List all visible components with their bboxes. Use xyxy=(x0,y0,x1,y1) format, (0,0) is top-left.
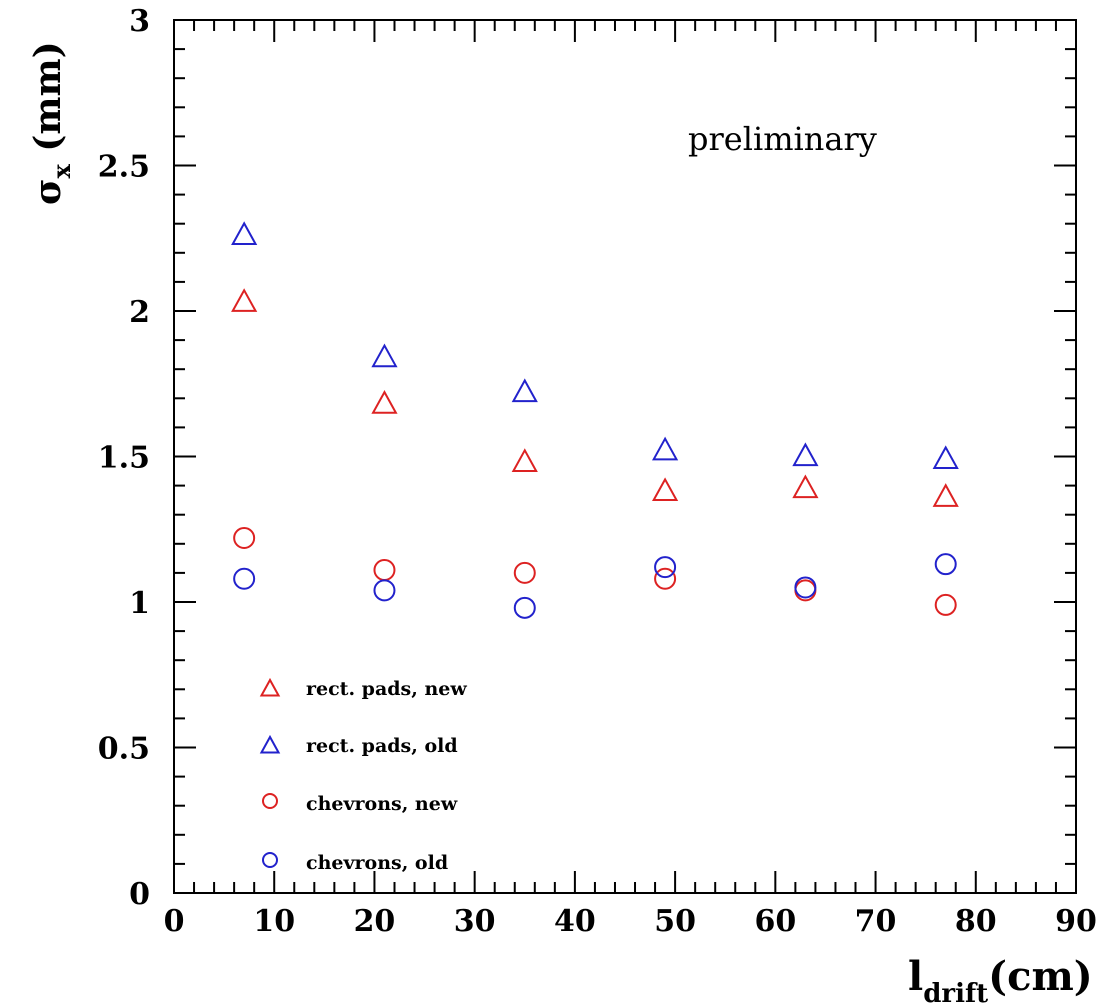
y-axis-title-main: σ xyxy=(27,178,69,205)
legend-label: rect. pads, new xyxy=(306,678,467,700)
y-tick-label: 1 xyxy=(129,586,150,621)
y-tick-label: 2.5 xyxy=(98,150,150,185)
triangle-marker-1 xyxy=(651,436,679,461)
triangle-marker-1 xyxy=(511,378,538,403)
triangle-marker-0 xyxy=(511,448,538,472)
y-axis-title: σx (mm) xyxy=(27,41,76,205)
circle-marker-2 xyxy=(513,561,536,584)
y-tick-label: 0 xyxy=(129,877,150,912)
triangle-marker-0 xyxy=(932,483,959,507)
legend-label: rect. pads, old xyxy=(306,735,458,757)
axis-ticks xyxy=(173,19,1077,894)
x-tick-label: 60 xyxy=(754,904,796,939)
circle-marker-2 xyxy=(373,558,396,581)
x-axis-title: ldrift(cm) xyxy=(908,953,1093,1005)
x-tick-label: 80 xyxy=(955,904,997,939)
y-axis-title-sub: x xyxy=(47,163,76,178)
circle-marker-3 xyxy=(654,556,677,579)
x-axis-title-main: l xyxy=(908,953,923,1000)
legend-circle-marker xyxy=(262,793,278,809)
y-tick-label: 3 xyxy=(129,4,150,39)
y-tick-label: 0.5 xyxy=(98,732,150,767)
triangle-marker-0 xyxy=(371,390,398,414)
x-tick-label: 50 xyxy=(654,904,696,939)
circle-marker-2 xyxy=(654,567,677,590)
legend-label: chevrons, old xyxy=(306,852,448,874)
x-tick-label: 20 xyxy=(354,904,396,939)
triangle-marker-1 xyxy=(231,221,258,245)
triangle-marker-0 xyxy=(231,288,258,312)
triangle-marker-0 xyxy=(792,474,819,499)
legend-label: chevrons, new xyxy=(306,793,458,815)
tick-labels: 0 10 20 30 40 50 60 70 80 90 0 0.5 1 1.5 2 2.5 3 xyxy=(98,4,1097,939)
x-tick-label: 10 xyxy=(253,904,295,939)
circle-marker-3 xyxy=(513,596,536,619)
x-tick-label: 30 xyxy=(454,904,496,939)
x-tick-label: 0 xyxy=(164,904,185,939)
annotation-preliminary: preliminary xyxy=(688,120,877,158)
legend-circle-marker xyxy=(262,852,278,868)
legend-triangle-marker xyxy=(259,677,281,697)
y-tick-label: 1.5 xyxy=(98,441,150,476)
circle-marker-3 xyxy=(934,553,957,576)
x-tick-label: 40 xyxy=(554,904,596,939)
circle-marker-2 xyxy=(934,593,957,616)
circle-marker-3 xyxy=(794,576,817,599)
x-axis-title-sub: drift xyxy=(923,979,988,1005)
data-markers xyxy=(231,221,959,619)
x-tick-label: 90 xyxy=(1055,904,1097,939)
triangle-marker-1 xyxy=(932,445,959,470)
triangle-marker-1 xyxy=(792,442,819,467)
circle-marker-2 xyxy=(233,526,256,549)
triangle-marker-0 xyxy=(651,477,679,502)
circle-marker-3 xyxy=(373,579,396,602)
y-axis-title-unit: (mm) xyxy=(27,41,69,164)
x-axis-title-unit: (cm) xyxy=(988,953,1093,1000)
triangle-marker-1 xyxy=(371,343,398,368)
legend-triangle-marker xyxy=(259,734,281,754)
y-tick-label: 2 xyxy=(129,295,150,330)
legend: rect. pads, new rect. pads, old chevrons, … xyxy=(259,677,467,874)
circle-marker-3 xyxy=(233,567,256,590)
x-tick-label: 70 xyxy=(855,904,897,939)
